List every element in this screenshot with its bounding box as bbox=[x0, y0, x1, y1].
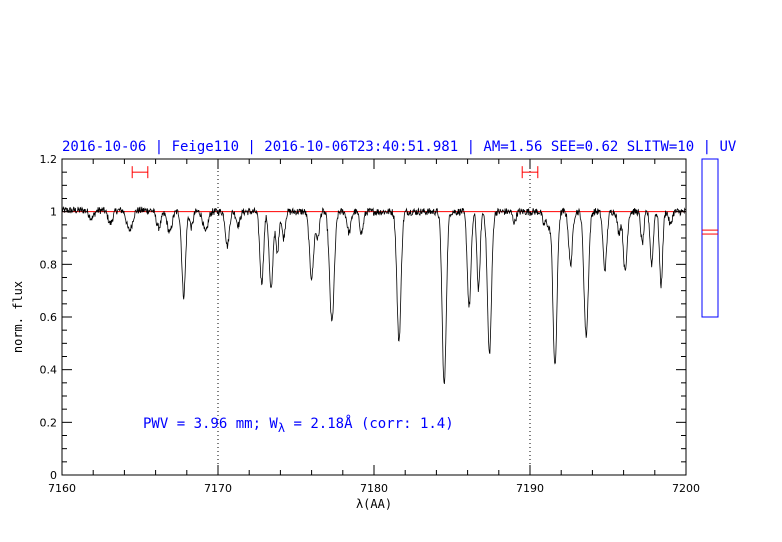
y-tick-label: 0 bbox=[50, 469, 57, 482]
y-tick-label: 0.8 bbox=[40, 258, 58, 271]
y-tick-label: 0.6 bbox=[40, 311, 58, 324]
x-tick-label: 7170 bbox=[204, 482, 232, 495]
x-tick-label: 7190 bbox=[516, 482, 544, 495]
spectrum-series bbox=[61, 206, 687, 384]
annotation-suffix: = 2.18Å (corr: 1.4) bbox=[285, 415, 454, 432]
plot-area bbox=[61, 159, 687, 475]
continuum-window-marker bbox=[521, 166, 539, 179]
annotation-subscript: λ bbox=[278, 421, 285, 435]
y-tick-label: 1.2 bbox=[40, 153, 58, 166]
x-axis-label: λ(AA) bbox=[356, 497, 392, 511]
side-panel-frame bbox=[701, 158, 719, 318]
x-tick-label: 7160 bbox=[48, 482, 76, 495]
chart-title: 2016-10-06 | Feige110 | 2016-10-06T23:40… bbox=[62, 139, 737, 155]
pwv-annotation: PWV = 3.96 mm; Wλ = 2.18Å (corr: 1.4) bbox=[143, 415, 454, 435]
x-tick-label: 7180 bbox=[360, 482, 388, 495]
y-tick-label: 1 bbox=[50, 206, 57, 219]
continuum-window-marker bbox=[131, 166, 149, 179]
x-tick-label: 7200 bbox=[672, 482, 700, 495]
y-axis-label: norm. flux bbox=[11, 281, 25, 353]
y-tick-label: 0.4 bbox=[40, 364, 58, 377]
side-panel bbox=[701, 158, 719, 318]
axis-ticks: 7160 7170 7180 7190 7200 0 0.2 0.4 0.6 0.8 1 1.2 bbox=[40, 153, 701, 495]
y-tick-label: 0.2 bbox=[40, 416, 58, 429]
annotation-prefix: PWV = 3.96 mm; W bbox=[143, 416, 278, 432]
